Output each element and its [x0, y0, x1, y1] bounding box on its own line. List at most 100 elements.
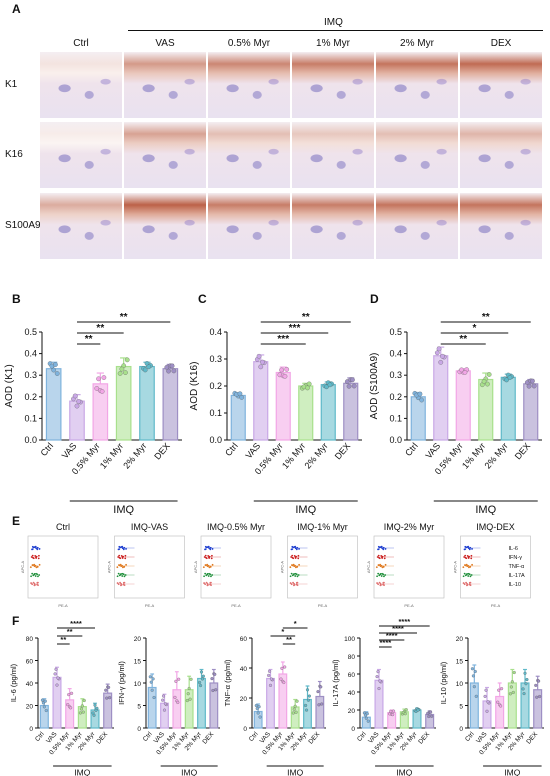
flow-event: [467, 575, 470, 577]
y-tick-label: 40: [26, 681, 34, 688]
histology-group-header: IMQ: [324, 17, 343, 28]
histology-group-line: [128, 30, 543, 31]
data-point: [320, 702, 324, 706]
bar-0-5-myr: [455, 370, 471, 441]
data-point: [484, 688, 488, 692]
y-tick-label: 0.3: [389, 370, 402, 380]
data-point: [72, 393, 78, 399]
significance-label: ***: [277, 334, 289, 345]
histology-image-k1-1-myr: [292, 52, 374, 118]
flow-event: [120, 584, 123, 586]
y-tick-label: 20: [348, 708, 356, 715]
flow-event: [31, 554, 34, 557]
histology-column-label: VAS: [155, 38, 175, 49]
y-tick-label: 15: [456, 659, 464, 666]
data-point: [474, 694, 478, 698]
histology-column-label: Ctrl: [73, 38, 89, 49]
data-point: [101, 375, 107, 380]
data-point: [185, 698, 189, 703]
flow-event: [31, 583, 34, 586]
flow-event: [204, 572, 207, 575]
data-point: [188, 697, 192, 701]
data-point: [364, 716, 368, 720]
data-point: [176, 700, 180, 704]
y-axis-label: IFN-γ (pg/ml): [117, 661, 126, 705]
data-point: [419, 397, 425, 403]
histology-column-label: 1% Myr: [316, 38, 350, 49]
flow-event: [292, 573, 295, 576]
data-point: [163, 702, 167, 706]
flow-event: [121, 545, 124, 548]
y-tick-label: 0.1: [24, 413, 37, 423]
flow-event: [203, 575, 205, 578]
flow-event: [37, 581, 39, 584]
flow-event: [119, 581, 121, 584]
data-point: [93, 703, 97, 707]
bar-0-5-myr: [387, 712, 397, 729]
flow-event: [119, 573, 122, 576]
flow-event: [375, 566, 378, 569]
data-point: [177, 677, 181, 681]
flow-event: [204, 554, 207, 557]
data-point: [378, 679, 382, 683]
data-point: [199, 684, 203, 688]
x-tick-label: 1% Myr: [280, 441, 307, 471]
imq-group-label: IMQ: [181, 768, 197, 776]
flow-event: [118, 554, 121, 557]
histology-image-k1-vas: [124, 52, 206, 118]
data-point: [254, 704, 258, 708]
data-point: [55, 683, 59, 687]
flow-event: [464, 564, 466, 566]
data-point: [500, 687, 504, 691]
flow-event: [116, 575, 119, 578]
y-tick-label: 0.3: [24, 370, 37, 380]
flow-event: [289, 566, 292, 569]
data-point: [43, 699, 47, 703]
data-point: [56, 676, 60, 680]
data-point: [377, 686, 381, 691]
data-point: [104, 688, 108, 692]
x-tick-label: VAS: [423, 441, 442, 461]
bar-ctrl: [147, 686, 157, 729]
y-tick-label: 0.0: [24, 435, 37, 445]
flow-event: [31, 548, 34, 551]
data-point: [497, 688, 501, 692]
data-point: [256, 353, 262, 359]
flow-event: [119, 557, 122, 560]
flow-event: [206, 565, 209, 568]
histology-image-k1-dex: [460, 52, 542, 118]
flow-event: [377, 554, 380, 557]
flow-x-axis-label: PE-A: [58, 603, 68, 608]
data-point: [198, 680, 202, 685]
significance-label: **: [96, 323, 104, 334]
data-point: [294, 710, 298, 714]
data-point: [305, 385, 310, 391]
flow-panel: Ctrl PE-A APC-A IMQ-VAS PE-A APC-A IMQ-0.5% My…: [20, 522, 531, 608]
significance-label: **: [286, 635, 292, 644]
imq-group-label: IMQ: [396, 768, 412, 776]
bar-2-myr: [320, 384, 336, 441]
data-point: [94, 386, 100, 391]
x-tick-label: DEX: [417, 730, 431, 745]
bar-1-myr: [478, 378, 494, 441]
bar-ctrl: [39, 704, 49, 729]
histology-row-label: K16: [5, 149, 23, 160]
x-tick-label: Ctrl: [39, 441, 56, 458]
flow-event: [292, 557, 295, 560]
flow-event: [290, 583, 293, 586]
x-tick-label: 2% Myr: [121, 441, 148, 471]
significance-label: *: [281, 627, 284, 636]
significance-label: **: [67, 627, 73, 636]
significance-label: *: [294, 619, 297, 628]
flow-event: [35, 557, 38, 559]
y-axis-label: IL-6 (pg/ml): [9, 663, 18, 702]
flow-event: [468, 548, 471, 551]
data-point: [42, 705, 46, 709]
data-point: [149, 680, 153, 684]
flow-event: [30, 556, 33, 558]
flow-event: [209, 573, 212, 576]
x-tick-label: 1% Myr: [98, 441, 125, 471]
flow-x-axis-label: PE-A: [145, 603, 155, 608]
flow-event: [37, 575, 39, 578]
